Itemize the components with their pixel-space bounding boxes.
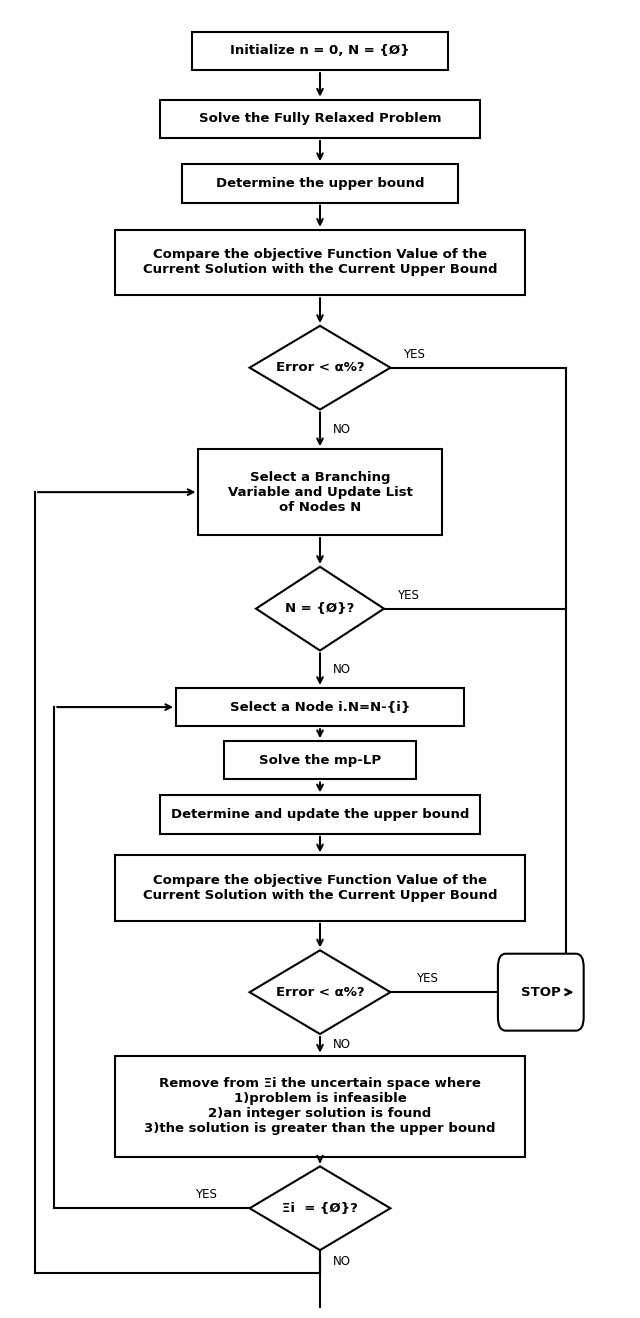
Text: Select a Node i.N=N-{i}: Select a Node i.N=N-{i} [230, 701, 410, 713]
Text: Select a Branching
Variable and Update List
of Nodes N: Select a Branching Variable and Update L… [228, 471, 412, 514]
Text: Solve the Fully Relaxed Problem: Solve the Fully Relaxed Problem [199, 112, 441, 125]
Text: NO: NO [333, 663, 351, 676]
Text: YES: YES [195, 1189, 217, 1201]
FancyBboxPatch shape [198, 449, 442, 535]
Text: STOP: STOP [521, 986, 561, 999]
Text: Solve the mp-LP: Solve the mp-LP [259, 754, 381, 767]
Text: Compare the objective Function Value of the
Current Solution with the Current Up: Compare the objective Function Value of … [143, 249, 497, 277]
Text: Error < α%?: Error < α%? [276, 986, 364, 999]
FancyBboxPatch shape [182, 163, 458, 203]
Text: Ξi  = {Ø}?: Ξi = {Ø}? [282, 1202, 358, 1215]
FancyBboxPatch shape [176, 688, 464, 726]
FancyBboxPatch shape [115, 1056, 525, 1157]
Polygon shape [250, 1166, 390, 1249]
Text: YES: YES [403, 348, 425, 361]
Text: N = {Ø}?: N = {Ø}? [285, 602, 355, 616]
Text: Compare the objective Function Value of the
Current Solution with the Current Up: Compare the objective Function Value of … [143, 874, 497, 902]
Text: Error < α%?: Error < α%? [276, 361, 364, 374]
Polygon shape [256, 567, 384, 651]
Text: Initialize n = 0, N = {Ø}: Initialize n = 0, N = {Ø} [230, 45, 410, 58]
Text: NO: NO [333, 423, 351, 436]
Text: NO: NO [333, 1255, 351, 1268]
Text: Determine and update the upper bound: Determine and update the upper bound [171, 808, 469, 821]
Polygon shape [250, 950, 390, 1035]
FancyBboxPatch shape [192, 32, 448, 70]
FancyBboxPatch shape [224, 741, 416, 779]
Text: NO: NO [333, 1039, 351, 1052]
Text: Remove from Ξi the uncertain space where
1)problem is infeasible
2)an integer so: Remove from Ξi the uncertain space where… [144, 1077, 496, 1135]
Polygon shape [250, 326, 390, 410]
FancyBboxPatch shape [160, 100, 480, 138]
Text: YES: YES [416, 973, 438, 985]
FancyBboxPatch shape [160, 795, 480, 834]
FancyBboxPatch shape [115, 855, 525, 921]
FancyBboxPatch shape [498, 954, 584, 1031]
Text: YES: YES [397, 589, 419, 601]
FancyBboxPatch shape [115, 229, 525, 295]
Text: Determine the upper bound: Determine the upper bound [216, 177, 424, 190]
